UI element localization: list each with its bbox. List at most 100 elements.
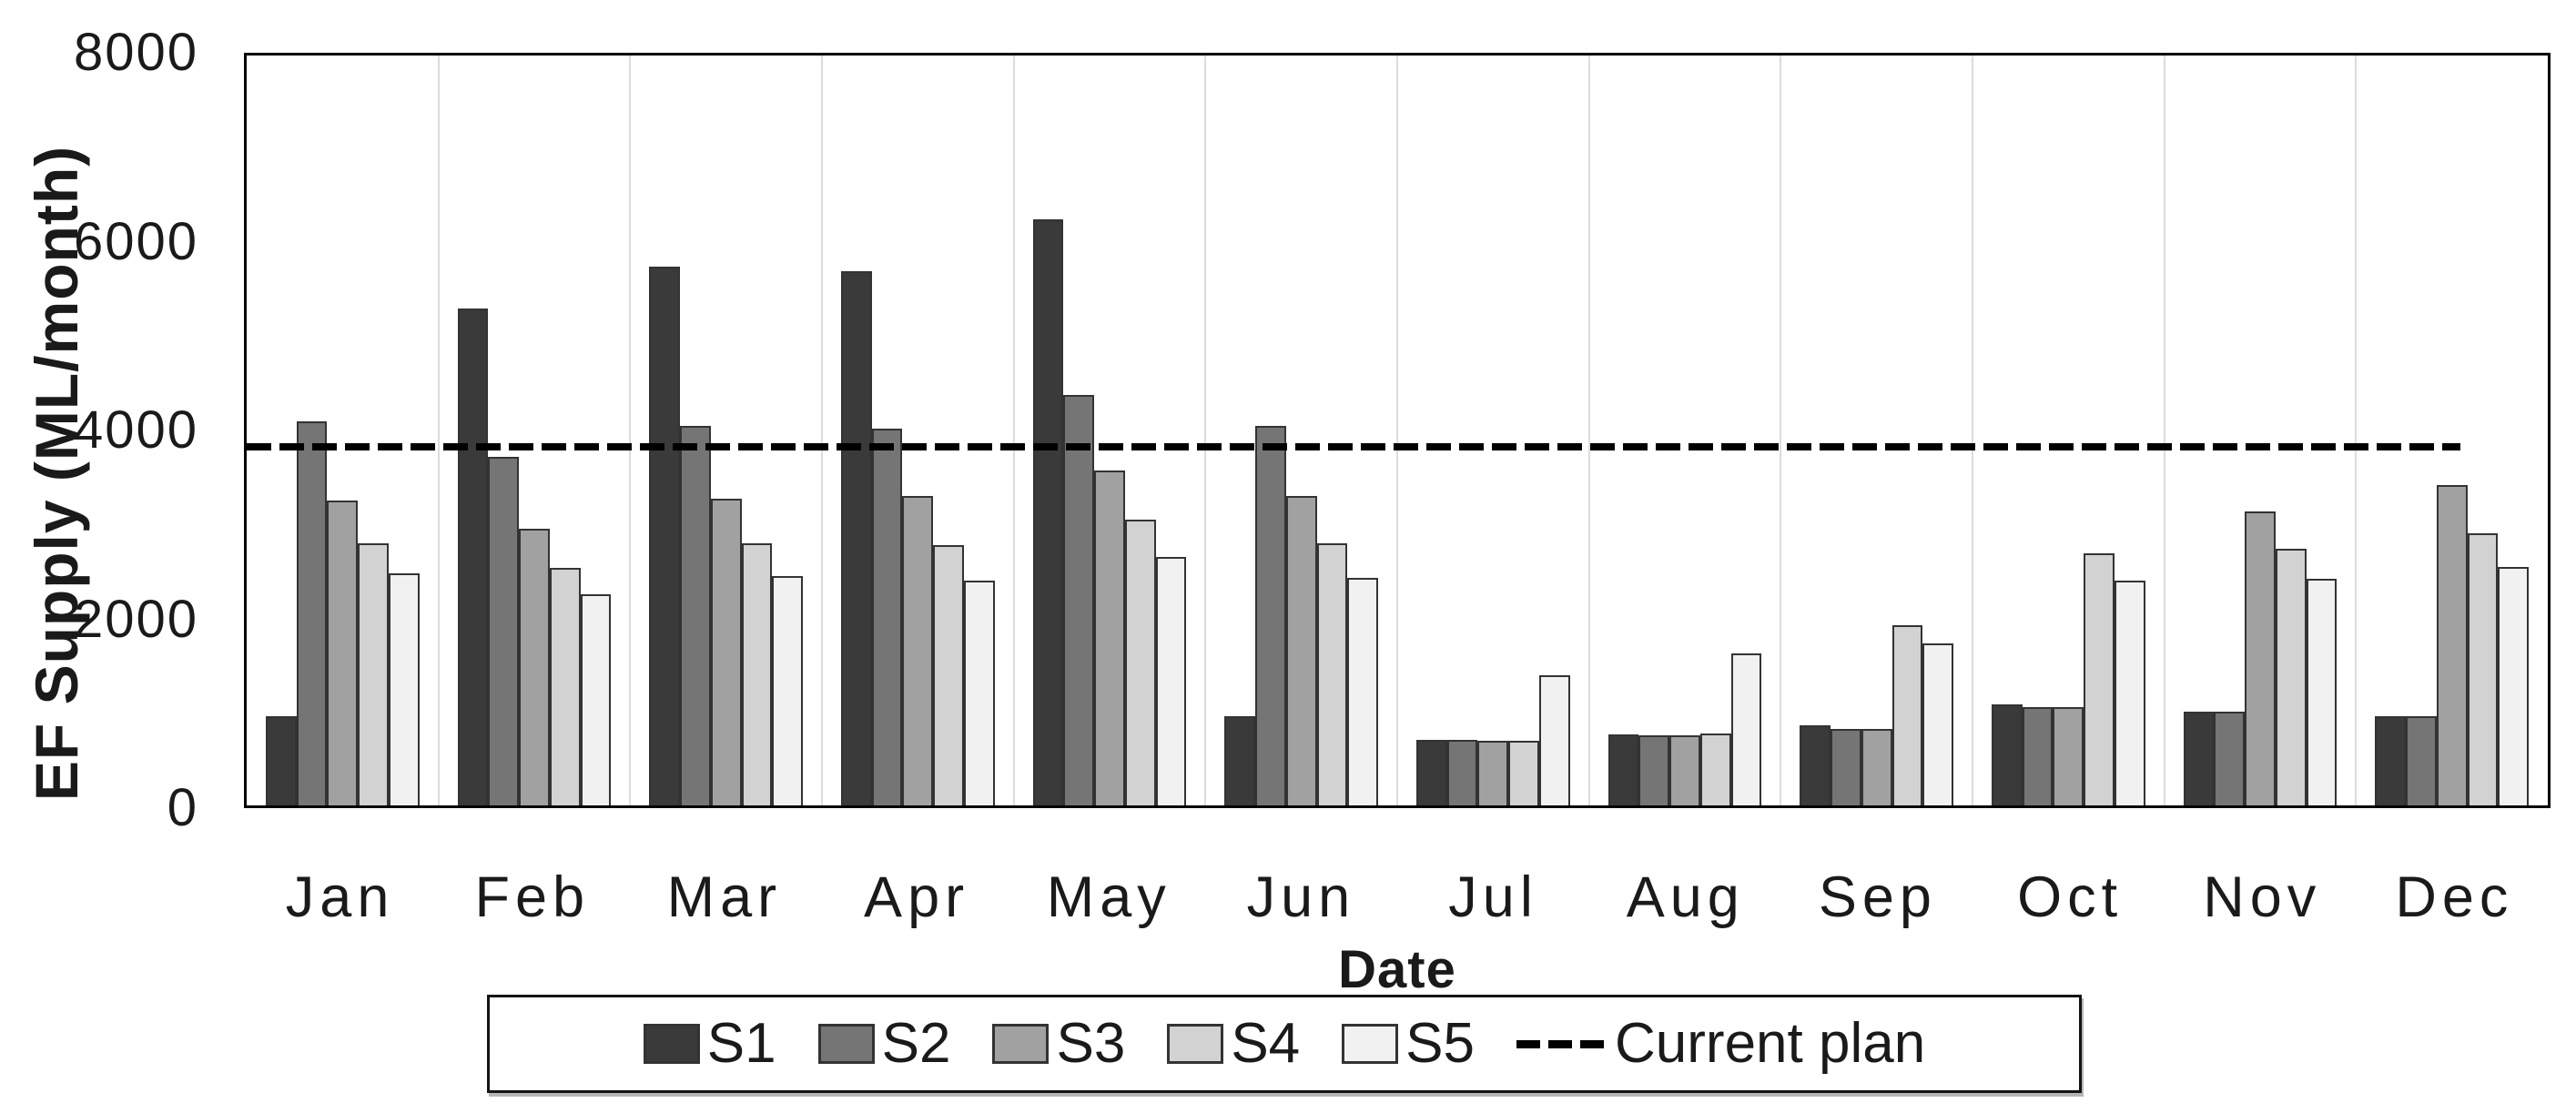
legend-swatch-s3	[992, 1024, 1050, 1064]
bar-group-jan	[247, 56, 439, 805]
bar-s2-dec	[2406, 716, 2437, 805]
category-gridline	[437, 56, 440, 805]
bar-s2-may	[1063, 395, 1095, 805]
category-gridline	[1204, 56, 1207, 805]
bar-s5-jul	[1538, 674, 1570, 805]
bar-s3-sep	[1861, 728, 1892, 805]
bar-s5-apr	[963, 580, 995, 805]
legend-swatch-s4	[1167, 1024, 1224, 1064]
legend-label: S4	[1231, 1012, 1301, 1075]
x-tick-label-nov: Nov	[2203, 865, 2322, 929]
x-tick-label-jan: Jan	[285, 865, 395, 929]
category-gridline	[1587, 56, 1590, 805]
x-tick-label-feb: Feb	[474, 865, 591, 929]
bar-s5-sep	[1922, 643, 1953, 805]
legend-label: S2	[881, 1012, 951, 1075]
bar-s3-jan	[327, 501, 359, 805]
bar-s5-oct	[2114, 580, 2145, 805]
bar-group-oct	[1973, 56, 2165, 805]
legend-label: Current plan	[1615, 1012, 1926, 1075]
bar-s4-jun	[1316, 542, 1348, 805]
category-gridline	[1780, 56, 1782, 805]
bar-s5-aug	[1730, 653, 1762, 805]
bar-s4-feb	[549, 568, 581, 805]
bar-s1-jan	[266, 716, 297, 805]
legend-label: S1	[706, 1012, 776, 1075]
bar-s1-mar	[649, 266, 681, 805]
bar-s5-mar	[772, 575, 803, 805]
legend-item-s2: S2	[817, 1012, 951, 1075]
legend-swatch-s1	[643, 1024, 700, 1064]
x-tick-label-oct: Oct	[2017, 865, 2124, 929]
bar-s4-apr	[933, 544, 964, 805]
bar-s4-oct	[2084, 552, 2115, 805]
bar-s2-oct	[2022, 706, 2054, 805]
x-tick-label-jun: Jun	[1246, 865, 1356, 929]
bar-s2-apr	[871, 428, 903, 805]
bar-group-may	[1014, 56, 1206, 805]
bar-s1-feb	[457, 309, 489, 805]
x-tick-label-dec: Dec	[2395, 865, 2514, 929]
plot-area	[244, 53, 2551, 808]
legend-item-s4: S4	[1167, 1016, 1300, 1072]
x-tick-label-jul: Jul	[1448, 865, 1538, 929]
bar-s4-jul	[1508, 740, 1539, 805]
bar-s1-jul	[1416, 739, 1447, 805]
y-tick-label: 0	[167, 778, 198, 837]
bar-s4-may	[1124, 519, 1156, 805]
bar-s5-jun	[1347, 578, 1378, 805]
category-gridline	[1012, 56, 1015, 805]
bar-s3-may	[1094, 470, 1125, 805]
dashed-line-icon	[1516, 1039, 1608, 1048]
bar-s3-jul	[1477, 740, 1509, 805]
bar-group-feb	[439, 56, 631, 805]
bar-s4-mar	[741, 542, 773, 805]
y-tick-label: 2000	[73, 589, 198, 649]
bar-s1-jun	[1224, 716, 1256, 805]
bar-s5-nov	[2306, 578, 2338, 805]
bar-s1-nov	[2183, 712, 2215, 805]
bar-s2-aug	[1638, 734, 1670, 805]
bar-s2-nov	[2214, 712, 2246, 805]
bar-s4-jan	[358, 542, 389, 805]
bar-s2-feb	[488, 456, 520, 805]
category-gridline	[1972, 56, 1973, 805]
category-gridline	[1396, 56, 1398, 805]
legend-item-current-plan: Current plan	[1516, 1016, 1925, 1072]
bar-s3-aug	[1669, 734, 1700, 805]
legend: S1 S2 S3 S4 S5 Current plan	[487, 995, 2082, 1093]
y-axis: 8000 6000 4000 2000 0	[0, 26, 211, 835]
bar-group-sep	[1780, 56, 1973, 805]
bar-s1-apr	[841, 270, 872, 805]
bar-s4-nov	[2275, 548, 2307, 805]
bar-s1-sep	[1800, 725, 1831, 805]
bar-s3-dec	[2436, 484, 2468, 805]
legend-item-s1: S1	[643, 1012, 776, 1075]
x-axis-title: Date	[1338, 940, 1456, 999]
bar-s3-mar	[710, 498, 742, 805]
bar-group-nov	[2165, 56, 2357, 805]
bar-s2-jul	[1446, 739, 1478, 805]
bar-s1-aug	[1607, 734, 1639, 805]
x-tick-label-apr: Apr	[864, 865, 970, 929]
y-tick-label: 6000	[73, 211, 198, 271]
current-plan-line	[247, 442, 2460, 450]
y-tick-label: 8000	[73, 23, 198, 82]
bar-s1-dec	[2375, 716, 2407, 805]
bar-group-jun	[1205, 56, 1397, 805]
bar-s5-dec	[2498, 567, 2529, 805]
legend-swatch-s2	[817, 1024, 875, 1064]
x-tick-label-may: May	[1046, 865, 1171, 929]
legend-item-s5: S5	[1342, 1016, 1475, 1072]
bar-group-jul	[1397, 56, 1589, 805]
bar-s5-may	[1155, 557, 1187, 805]
bar-s3-feb	[519, 529, 550, 805]
category-gridline	[2163, 56, 2165, 805]
legend-item-s3: S3	[992, 1016, 1125, 1072]
bar-s4-aug	[1699, 733, 1731, 805]
bar-s1-oct	[1992, 704, 2023, 805]
x-axis: Jan Feb Mar Apr May Jun Jul Aug Sep Oct Nov Dec	[244, 859, 2551, 936]
x-tick-label-sep: Sep	[1818, 865, 1937, 929]
legend-swatch-s5	[1342, 1024, 1399, 1064]
